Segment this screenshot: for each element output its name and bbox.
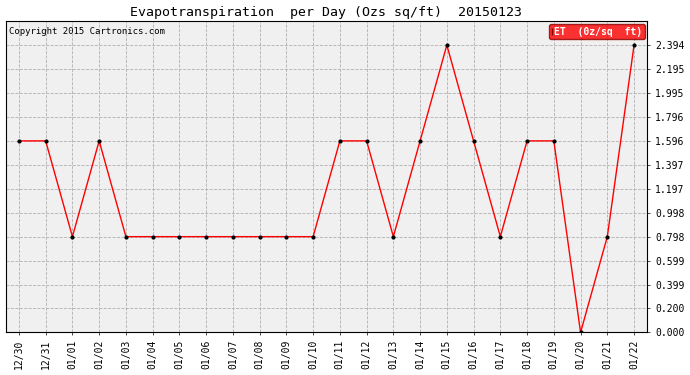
Legend: ET  (0z/sq  ft): ET (0z/sq ft) [549, 24, 644, 39]
Title: Evapotranspiration  per Day (Ozs sq/ft)  20150123: Evapotranspiration per Day (Ozs sq/ft) 2… [130, 6, 522, 18]
Text: Copyright 2015 Cartronics.com: Copyright 2015 Cartronics.com [9, 27, 165, 36]
